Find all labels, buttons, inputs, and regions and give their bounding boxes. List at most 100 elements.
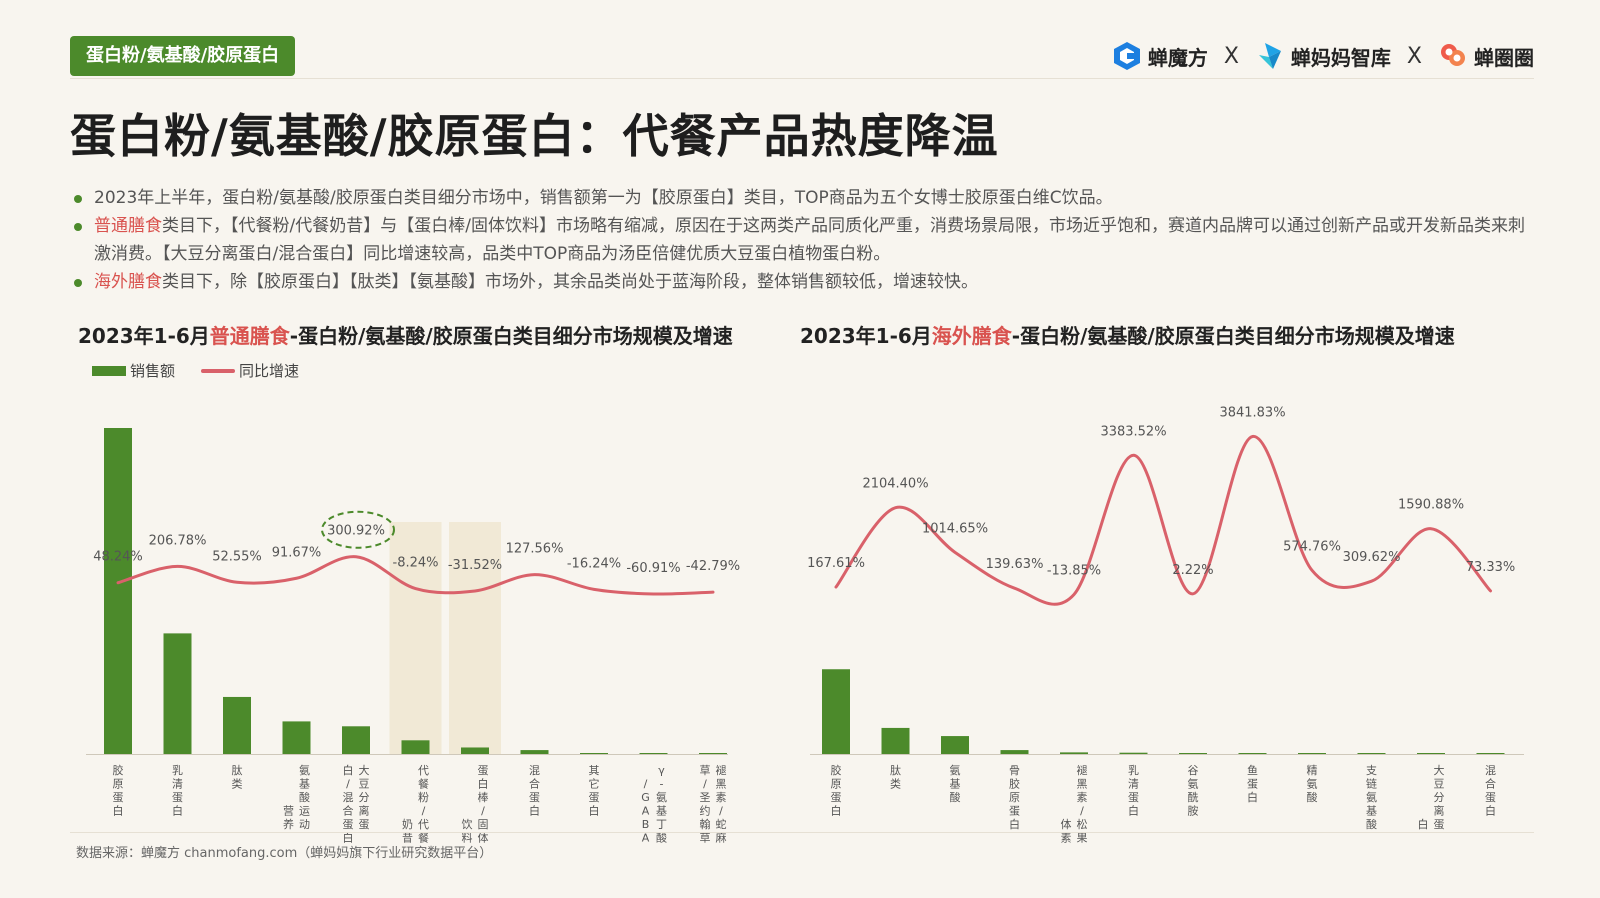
chart2-category-label: 基 bbox=[950, 778, 961, 791]
brand-chanquanquan: 蝉圈圈 bbox=[1438, 41, 1534, 71]
chart2-growth-label: 1014.65% bbox=[922, 521, 988, 536]
chart1-growth-label: -42.79% bbox=[686, 559, 740, 574]
chart1-category-label-2: 营 bbox=[283, 804, 294, 818]
chart2-category-label: 蛋 bbox=[1009, 805, 1020, 818]
chart-2-title: 2023年1-6月海外膳食-蛋白粉/氨基酸/胶原蛋白类目细分市场规模及增速 bbox=[800, 320, 1455, 349]
chart2-category-label-2: 素 bbox=[1061, 832, 1072, 845]
chart2-growth-label: 1590.88% bbox=[1398, 498, 1464, 513]
chart2-growth-label: 2.22% bbox=[1172, 563, 1213, 578]
chart1-category-label: 原 bbox=[113, 778, 124, 791]
chart2-bar bbox=[1179, 753, 1207, 754]
chart1-category-label-2: / bbox=[703, 778, 707, 791]
chart1-bar bbox=[461, 747, 489, 754]
summary-bullets: 2023年上半年，蛋白粉/氨基酸/胶原蛋白类目细分市场中，销售额第一为【胶原蛋白… bbox=[72, 184, 1532, 296]
chart2-category-label: 白 bbox=[1485, 804, 1496, 818]
chart1-category-label-2: 合 bbox=[343, 804, 354, 818]
chart2-bar bbox=[1238, 753, 1267, 754]
chart2-growth-label: 3841.83% bbox=[1219, 405, 1285, 420]
chart2-bar bbox=[941, 736, 969, 754]
chart2-category-label: 氨 bbox=[1366, 791, 1377, 804]
chart2-category-label: 清 bbox=[1128, 778, 1139, 791]
bullet-3-highlight: 海外膳食 bbox=[94, 272, 162, 292]
chart2-bar bbox=[1476, 753, 1505, 754]
header-divider bbox=[70, 78, 1534, 79]
chart1-category-label: 白 bbox=[589, 804, 600, 818]
bullet-3: 海外膳食类目下，除【胶原蛋白】【肽类】【氨基酸】市场外，其余品类尚处于蓝海阶段，… bbox=[72, 268, 1532, 296]
chart2-bar bbox=[1357, 753, 1386, 754]
brand-name-2: 蝉妈妈智库 bbox=[1290, 45, 1391, 70]
chart1-growth-label: 300.92% bbox=[327, 524, 385, 539]
chart1-category-label-2: 料 bbox=[462, 831, 473, 845]
chart1-category-label-2: / bbox=[346, 778, 350, 791]
chart2-category-label: 酸 bbox=[950, 790, 961, 804]
chart1-category-label: 类 bbox=[232, 777, 243, 791]
chart2-category-label: 白 bbox=[831, 804, 842, 818]
brand-logos: 蝉魔方 X 蝉妈妈智库 X 蝉圈圈 bbox=[1112, 38, 1534, 74]
chart1-category-label: 离 bbox=[359, 804, 370, 818]
chart2-category-label: 豆 bbox=[1434, 778, 1445, 791]
chart1-category-label: - bbox=[660, 778, 664, 791]
chart-1-title-post: -蛋白粉/氨基酸/胶原蛋白类目细分市场规模及增速 bbox=[289, 324, 733, 348]
chart1-category-label: 蛋 bbox=[529, 791, 540, 804]
chart2-category-label: 酰 bbox=[1188, 790, 1199, 804]
chart2-category-label: 肽 bbox=[890, 763, 901, 777]
chart1-category-label: 其 bbox=[589, 764, 600, 777]
legend-bar-swatch bbox=[92, 365, 126, 376]
legend-growth: 同比增速 bbox=[201, 360, 299, 381]
chart1-category-label: 基 bbox=[656, 805, 667, 818]
brand-name-1: 蝉魔方 bbox=[1147, 45, 1208, 70]
chart1-category-label-2: 饮 bbox=[462, 818, 473, 831]
chart1-category-label: 酸 bbox=[656, 831, 667, 845]
chart1-category-label: 蛋 bbox=[589, 791, 600, 804]
chart2-bar bbox=[881, 727, 910, 754]
brand-separator: X bbox=[1223, 43, 1239, 69]
chart2-category-label: 胺 bbox=[1188, 804, 1199, 818]
bullet-3-text: 类目下，除【胶原蛋白】【肽类】【氨基酸】市场外，其余品类尚处于蓝海阶段，整体销售… bbox=[162, 272, 978, 292]
chart1-category-label: 褪 bbox=[716, 763, 727, 777]
chart1-category-label-2: B bbox=[642, 818, 650, 831]
bullet-2-highlight: 普通膳食 bbox=[94, 216, 162, 236]
chart2-category-label: 骨 bbox=[1009, 764, 1020, 777]
chart1-category-label: 运 bbox=[299, 805, 310, 818]
chart1-growth-label: 48.24% bbox=[93, 550, 143, 565]
bullet-2: 普通膳食类目下，【代餐粉/代餐奶昔】与【蛋白棒/固体饮料】市场略有缩减，原因在于… bbox=[72, 212, 1532, 268]
chart1-category-label: 棒 bbox=[478, 790, 489, 804]
chart1-category-label: 固 bbox=[478, 818, 489, 831]
chart1-category-label: 合 bbox=[529, 777, 540, 791]
chart2-category-label: 氨 bbox=[1188, 778, 1199, 791]
data-source: 数据来源：蝉魔方 chanmofang.com（蝉妈妈旗下行业研究数据平台） bbox=[76, 846, 493, 861]
chart1-category-label: 动 bbox=[299, 818, 310, 831]
chart1-category-label: 蛋 bbox=[478, 764, 489, 777]
chart1-category-label: 基 bbox=[299, 778, 310, 791]
chart1-bar bbox=[342, 726, 370, 754]
section-tag: 蛋白粉/氨基酸/胶原蛋白 bbox=[70, 36, 296, 76]
chart1-growth-line bbox=[116, 555, 715, 596]
chart1-category-label-2: G bbox=[641, 791, 650, 804]
chart1-category-label-2: 蛋 bbox=[343, 818, 354, 831]
chart2-category-label: 鱼 bbox=[1247, 763, 1258, 777]
chart2-category-label: 酸 bbox=[1366, 817, 1377, 831]
chart1-category-label: 麻 bbox=[716, 831, 727, 845]
chart2-category-label: 蛋 bbox=[1434, 818, 1445, 831]
chart2-category-label: 氨 bbox=[1307, 778, 1318, 791]
chart2-category-label: 酸 bbox=[1307, 790, 1318, 804]
bullet-1: 2023年上半年，蛋白粉/氨基酸/胶原蛋白类目细分市场中，销售额第一为【胶原蛋白… bbox=[72, 184, 1532, 212]
chart2-category-label: 蛋 bbox=[831, 791, 842, 804]
chart1-growth-label: -60.91% bbox=[626, 561, 680, 576]
chart1-category-label: 餐 bbox=[418, 831, 429, 845]
chart1-category-label: 酸 bbox=[299, 790, 310, 804]
chart1-growth-label: 206.78% bbox=[149, 533, 207, 548]
chart1-category-label-2: 奶 bbox=[402, 817, 413, 831]
chart1-category-label: 大 bbox=[359, 763, 370, 777]
chart1-category-label: 代 bbox=[418, 818, 429, 831]
chart2-category-label: 蛋 bbox=[1247, 778, 1258, 791]
legend-sales-label: 销售额 bbox=[130, 362, 176, 380]
chart2-category-label: 果 bbox=[1077, 832, 1088, 845]
chart1-category-label: 体 bbox=[478, 831, 489, 845]
chart2-category-label: 合 bbox=[1485, 777, 1496, 791]
chart2-bar bbox=[1119, 752, 1148, 754]
chart1-highlight-band bbox=[389, 522, 442, 754]
chanmofang-logo-icon bbox=[1113, 42, 1140, 70]
chart2-bar bbox=[822, 669, 850, 754]
